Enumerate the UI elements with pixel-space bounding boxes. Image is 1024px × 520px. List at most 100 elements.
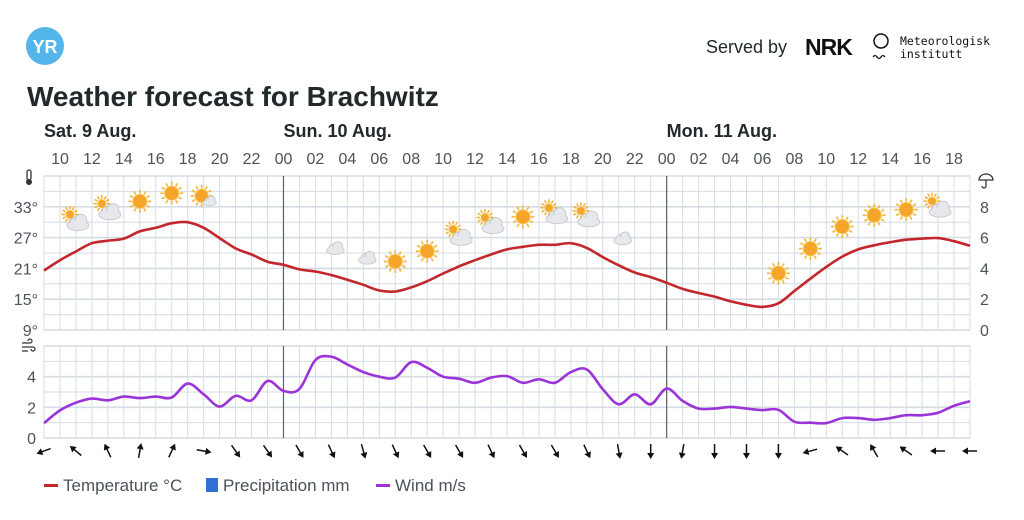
met-institute-logo[interactable]: Meteorologisk institutt [872,33,990,61]
clear-sky-day-icon [798,237,822,261]
temperature-axis-label: 27° [14,231,38,248]
wind-direction-arrow-icon [196,447,212,455]
sun-rays [766,261,790,285]
wind-direction-arrow-icon [136,443,144,459]
legend-item-precipitation: Precipitation mm [206,476,350,495]
thermometer-icon [26,169,32,185]
sun-rays [862,203,886,227]
precipitation-axis-label: 6 [980,231,989,248]
hour-tick-label: 16 [147,151,165,168]
sun-rays [830,215,854,239]
temperature-axis-label: 21° [14,261,38,278]
wind-direction-arrow-icon [615,443,623,459]
hour-tick-label: 14 [115,151,133,168]
cloud-shape [202,195,217,207]
clear-sky-day-icon [862,203,886,227]
wind-direction-arrow-icon [454,444,464,458]
sun-rays [894,198,918,222]
temperature-grid [43,175,971,331]
clear-sky-day-icon [894,198,918,222]
cloud-shape [928,200,952,218]
wind-direction-arrow-icon [487,444,496,459]
cloud-shape [98,203,122,221]
legend-item-temperature: Temperature °C [44,476,182,495]
hour-tick-label: 08 [785,151,803,168]
legend-label: Temperature °C [63,476,182,495]
partly-cloudy-day-icon [444,220,473,246]
umbrella-icon [978,173,994,189]
wind-axis-label: 2 [27,400,36,417]
clear-sky-night-icon [744,266,753,283]
clear-sky-day-icon [415,239,439,263]
hour-tick-label: 18 [562,151,580,168]
axis-labels: 33° 27° 21° 15° 9° 8 6 4 2 0 4 2 0 [14,200,989,448]
partly-cloudy-day-icon [93,195,122,221]
wind-line [43,354,971,425]
hour-tick-label: 04 [338,151,356,168]
wind-direction-arrow-icon [391,444,400,459]
cloud-shape [326,241,345,255]
partly-cloudy-night-icon [357,245,377,265]
clear-sky-night-icon [233,210,242,227]
sun-rays [798,237,822,261]
yr-logo[interactable]: YR [26,27,64,65]
legend-label: Wind m/s [395,476,466,495]
sun-rays [128,189,152,213]
cloud-shape [613,231,632,246]
hour-tick-label: 16 [913,151,931,168]
weather-icons [61,181,952,285]
wind-direction-arrow-icon [899,446,913,456]
partly-cloudy-night-icon [325,236,345,255]
partly-cloudy-day-icon [572,202,601,228]
hour-tick-label: 22 [626,151,644,168]
hour-tick-label: 12 [849,151,867,168]
hour-tick-label: 22 [243,151,261,168]
temperature-axis-label: 15° [14,292,38,309]
wind-direction-arrow-icon [262,444,273,458]
yr-logo-text: YR [32,37,57,57]
hour-tick-label: 14 [881,151,899,168]
wind-direction-arrow-icon [835,446,849,456]
hour-tick-label: 04 [722,151,740,168]
hour-tick-label: 10 [817,151,835,168]
wind-direction-arrow-icon [230,444,241,458]
hour-tick-label: 06 [754,151,772,168]
clear-sky-day-icon [766,261,790,285]
hour-axis: 10 12 14 16 18 20 22 00 02 04 06 08 10 12 14 16 18 20 22 00… [51,151,963,168]
wind-direction-arrow-icon [423,444,432,458]
wind-direction-arrow-icon [678,443,686,459]
cloud-shape [577,210,601,228]
hour-tick-label: 14 [498,151,516,168]
temperature-axis-label: 33° [14,200,38,217]
precipitation-axis-label: 8 [980,200,989,217]
partly-cloudy-night-icon [612,226,632,246]
clear-sky-day-icon [128,189,152,213]
clear-sky-night-icon [712,258,721,275]
clear-sky-day-icon [160,181,184,205]
legend-swatch [44,484,58,487]
legend: Temperature °C Precipitation mm Wind m/s [44,476,466,495]
wind-direction-arrow-icon [327,444,336,459]
temperature-axis-label: 9° [23,323,38,340]
hour-tick-label: 12 [466,151,484,168]
sun-rays [511,205,535,229]
fair-day-icon [190,184,217,207]
met-logo-line1: Meteorologisk [900,34,990,48]
hour-tick-label: 10 [434,151,452,168]
nrk-logo[interactable]: NRK [805,34,854,60]
wind-direction-arrow-icon [518,444,527,458]
sun-rays [160,181,184,205]
cloud-shape [66,214,90,231]
clear-sky-day-icon [383,250,407,273]
wind-axis-label: 0 [27,431,36,448]
wind-direction-arrow-icon [550,444,559,458]
partly-cloudy-day-icon [923,192,952,218]
hour-tick-label: 12 [83,151,101,168]
partly-cloudy-day-icon [540,199,569,225]
hour-tick-label: 06 [370,151,388,168]
sun-rays [383,250,407,273]
wind-direction-arrow-icon [802,448,818,455]
hour-tick-label: 20 [211,151,229,168]
wind-direction-arrow-icon [103,443,112,458]
